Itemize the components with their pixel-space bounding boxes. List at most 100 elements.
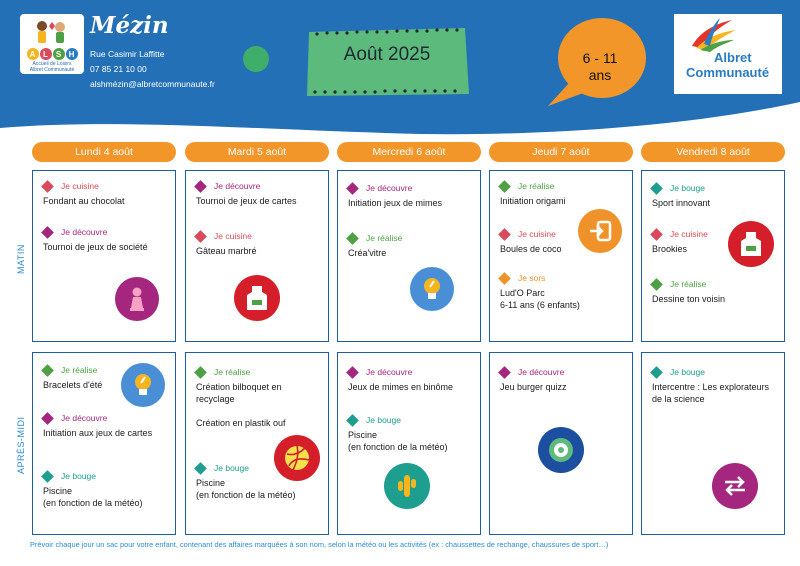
activity-category: Je réalise (214, 367, 251, 377)
activity-title: Initiation origami (500, 196, 566, 206)
activity-title: Intercentre : Les explorateurs (652, 382, 770, 392)
cell-thursday-afternoon: Je découvre Jeu burger quizz (489, 352, 633, 535)
category-marker (41, 470, 54, 483)
activity-title: Gâteau marbré (196, 246, 257, 256)
albret-communaute-logo: Albret Communauté (674, 14, 782, 94)
decorative-dot (243, 46, 269, 72)
apron-icon (234, 275, 280, 321)
email-link[interactable]: alshmézin@albretcommunaute.fr (90, 79, 215, 89)
age-range-value: 6 - 11 (582, 50, 618, 66)
month-banner (307, 28, 469, 96)
exit-icon (578, 209, 622, 253)
volleyball-icon (274, 435, 320, 481)
cell-wednesday-morning: Je découvre Initiation jeux de mimes Je … (337, 170, 481, 342)
period-label-morning: MATIN (16, 244, 26, 274)
category-marker (194, 462, 207, 475)
category-marker (346, 232, 359, 245)
activity-category: Je réalise (61, 365, 98, 375)
activity-title: Lud'O Parc (500, 288, 545, 298)
activity-category: Je découvre (214, 181, 261, 191)
day-tab-friday: Vendredi 8 août (641, 142, 785, 162)
site-name: Mézin (90, 12, 169, 39)
target-icon (538, 427, 584, 473)
activity-category: Je découvre (366, 367, 413, 377)
children-illustration (37, 21, 65, 43)
category-marker (650, 182, 663, 195)
category-marker (194, 180, 207, 193)
phone-text: 07 85 21 10 00 (90, 64, 147, 74)
activity-title: Création en plastik ouf (196, 418, 286, 428)
category-marker (650, 228, 663, 241)
cell-thursday-morning: Je réalise Initiation origami Je cuisine… (489, 170, 633, 342)
address-text: Rue Casimir Laffitte (90, 49, 165, 59)
activity-category: Je découvre (61, 413, 108, 423)
category-marker (41, 180, 54, 193)
lightbulb-icon (121, 363, 165, 407)
day-tab-monday: Lundi 4 août (32, 142, 176, 162)
activity-title: Piscine (348, 430, 378, 440)
activity-category: Je découvre (518, 367, 565, 377)
logo-letter: S (52, 48, 65, 60)
activity-title: Jeux de mimes en binôme (348, 382, 454, 392)
activity-category: Je cuisine (214, 231, 252, 241)
category-marker (346, 182, 359, 195)
alsh-logo: A L S H Accueil de Loisirs Albret Commun… (20, 14, 84, 74)
category-marker (346, 366, 359, 379)
category-marker (194, 366, 207, 379)
activity-category: Je réalise (366, 233, 403, 243)
category-marker (194, 230, 207, 243)
activity-category: Je découvre (61, 227, 108, 237)
activity-category: Je découvre (366, 183, 413, 193)
albret-logo-line-1: Albret (714, 50, 752, 65)
activity-title: Créa'vitre (348, 248, 387, 258)
activity-title: Tournoi de jeux de société (43, 242, 148, 252)
activity-title: Brookies (652, 244, 688, 254)
activity-detail: recyclage (196, 394, 235, 404)
activity-title: Piscine (196, 478, 226, 488)
apron-icon (728, 221, 774, 267)
category-marker (498, 366, 511, 379)
logo-line-2: Albret Communauté (29, 67, 75, 73)
activity-title: Sport innovant (652, 198, 711, 208)
activity-detail: (en fonction de la météo) (196, 490, 296, 500)
activity-title: Dessine ton voisin (652, 294, 726, 304)
activity-category: Je cuisine (670, 229, 708, 239)
activity-title: Initiation aux jeux de cartes (43, 428, 153, 438)
age-range: 6 - 11 ans (562, 50, 638, 84)
activity-title: Jeu burger quizz (500, 382, 567, 392)
activity-category: Je réalise (518, 181, 555, 191)
category-marker (498, 272, 511, 285)
category-marker (650, 366, 663, 379)
cell-monday-afternoon: Je réalise Bracelets d'été Je découvre I… (32, 352, 176, 535)
albret-logo-line-2: Communauté (686, 65, 770, 80)
category-marker (41, 226, 54, 239)
category-marker (498, 180, 511, 193)
category-marker (41, 412, 54, 425)
logo-letter: A (26, 48, 39, 60)
cell-monday-morning: Je cuisine Fondant au chocolat Je découv… (32, 170, 176, 342)
activity-title: Initiation jeux de mimes (348, 198, 443, 208)
age-range-unit: ans (588, 67, 612, 83)
activity-category: Je cuisine (518, 229, 556, 239)
activity-category: Je bouge (670, 367, 705, 377)
logo-letter: H (65, 48, 78, 60)
albret-leaf-mark (692, 18, 736, 52)
activity-category: Je bouge (61, 471, 96, 481)
cell-friday-morning: Je bouge Sport innovant Je cuisine Brook… (641, 170, 785, 342)
activity-category: Je bouge (366, 415, 401, 425)
lightbulb-icon (410, 267, 454, 311)
age-speech-bubble (548, 18, 646, 106)
category-marker (346, 414, 359, 427)
cell-wednesday-afternoon: Je découvre Jeux de mimes en binôme Je b… (337, 352, 481, 535)
logo-line-1: Accueil de Loisirs (32, 61, 72, 67)
pawn-icon (115, 277, 159, 321)
activity-category: Je bouge (214, 463, 249, 473)
activity-title: Création bilboquet en (196, 382, 282, 392)
activity-title: Fondant au chocolat (43, 196, 125, 206)
alsh-letters: A L S H (24, 48, 80, 60)
activity-title: Boules de coco (500, 244, 562, 254)
category-marker (41, 364, 54, 377)
activity-detail: (en fonction de la météo) (43, 498, 143, 508)
activity-title: Bracelets d'été (43, 380, 103, 390)
activity-detail: (en fonction de la météo) (348, 442, 448, 452)
